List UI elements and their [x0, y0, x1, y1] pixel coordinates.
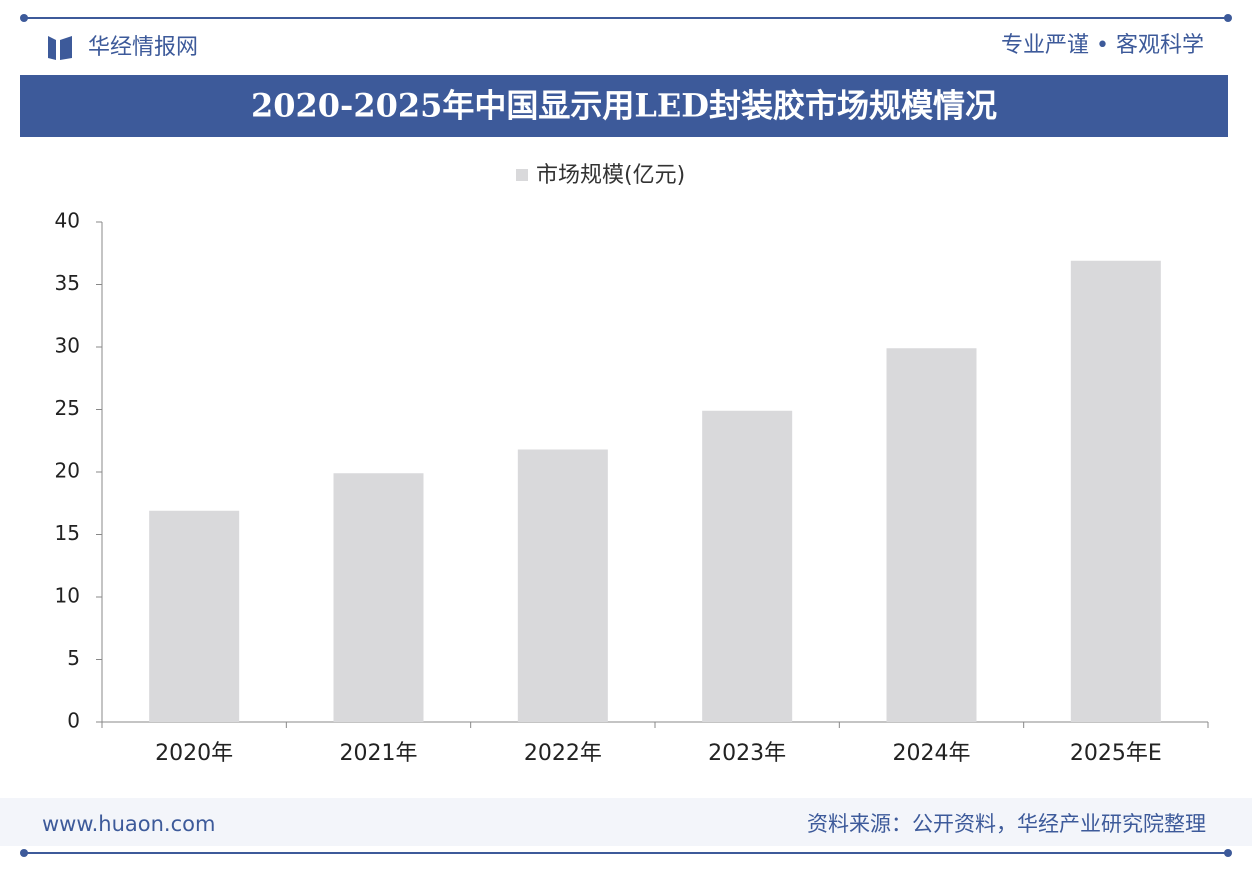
title-band [20, 75, 1228, 137]
y-tick-label: 25 [55, 396, 80, 420]
bar [1070, 260, 1161, 722]
slogan: 专业严谨 • 客观科学 [1001, 33, 1204, 58]
y-tick-label: 15 [55, 521, 80, 545]
y-tick-label: 30 [55, 334, 80, 358]
plot: 市场规模(亿元) 0 5 10 15 20 25 30 35 40 2020年 2021年 2022年 2… [55, 163, 1209, 766]
bar [517, 449, 608, 722]
footer-band [0, 798, 1252, 846]
logo-icon [48, 36, 72, 60]
rule-dot [20, 849, 28, 857]
bar [149, 510, 240, 722]
rule-dot [1224, 849, 1232, 857]
footer-url: www.huaon.com [42, 812, 215, 836]
chart-title: 2020-2025年中国显示用LED封装胶市场规模情况 [251, 87, 997, 125]
y-tick-label: 0 [67, 709, 80, 733]
y-tick-label: 35 [55, 271, 80, 295]
y-tick-label: 5 [67, 646, 80, 670]
legend-label: 市场规模(亿元) [536, 163, 685, 188]
legend-swatch [516, 169, 528, 181]
y-tick-label: 40 [55, 209, 80, 233]
x-tick-label: 2023年 [708, 741, 786, 766]
x-tick-label: 2020年 [155, 741, 233, 766]
x-tick-label: 2024年 [893, 741, 971, 766]
bar [886, 348, 977, 722]
x-tick-label: 2025年E [1070, 741, 1162, 766]
x-tick-label: 2021年 [340, 741, 418, 766]
y-tick-label: 20 [55, 459, 80, 483]
rule-dot [20, 14, 28, 22]
y-tick-label: 10 [55, 584, 80, 608]
brand: 华经情报网 [88, 35, 198, 60]
footer-source: 资料来源：公开资料，华经产业研究院整理 [807, 812, 1206, 836]
bar [333, 473, 424, 722]
rule-dot [1224, 14, 1232, 22]
bar [702, 410, 793, 722]
x-tick-label: 2022年 [524, 741, 602, 766]
